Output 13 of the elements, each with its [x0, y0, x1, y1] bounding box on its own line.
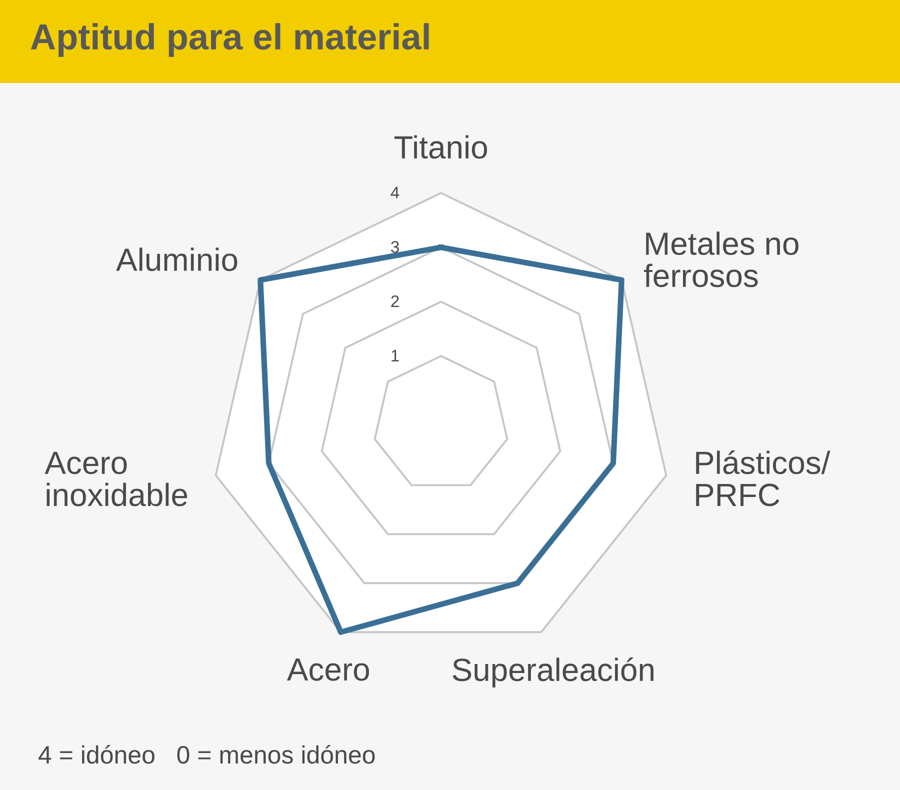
y-tick-label: 4	[390, 186, 400, 198]
spoke-label: Metales no ferrosos	[644, 232, 798, 288]
y-tick-label: 3	[391, 241, 399, 253]
spoke-label: Aluminio	[116, 248, 238, 272]
spoke-label: Plásticos/ PRFC	[696, 450, 830, 506]
y-tick-label: 2	[391, 295, 399, 308]
y-tick-label: 1	[392, 350, 399, 362]
spoke-label: Acero inoxidable	[44, 452, 188, 506]
spoke-label: Titanio	[394, 135, 488, 159]
chart-title: Aptitud para el material	[30, 23, 429, 57]
text: 4 = idóneo 0 = menos idóneo	[38, 745, 375, 764]
spoke-label: Acero	[286, 658, 370, 681]
spoke-label: Superaleación	[452, 657, 654, 688]
